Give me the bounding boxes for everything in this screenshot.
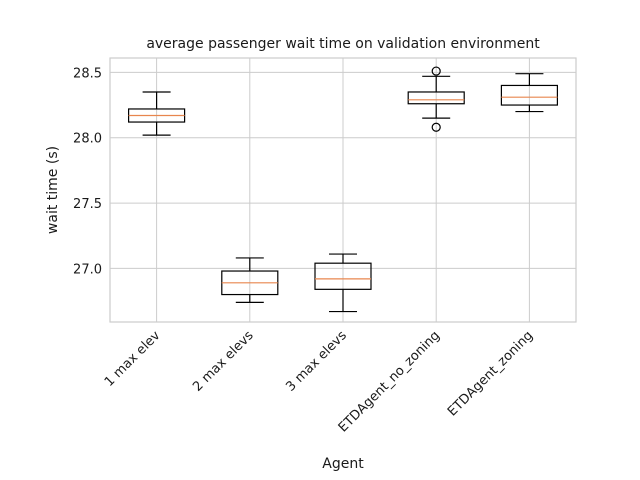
y-tick-label: 28.0: [73, 132, 102, 147]
grid: [110, 58, 576, 322]
y-tick-label: 27.0: [73, 262, 102, 277]
box-iqr: [314, 262, 372, 290]
x-tick-label: ETDAgent_zoning: [445, 328, 536, 419]
boxes: [128, 66, 558, 313]
chart-title: average passenger wait time on validatio…: [146, 36, 540, 52]
box-group: [128, 91, 186, 136]
x-tick-label: 3 max elevs: [283, 328, 350, 395]
box-iqr: [407, 91, 465, 105]
outlier-point: [431, 66, 441, 76]
y-tick-label: 27.5: [73, 197, 102, 212]
x-tick-labels: 1 max elev 2 max elevs 3 max elevsETDAgent…: [102, 328, 536, 436]
y-tick-label: 28.5: [73, 66, 102, 81]
x-tick-label: 2 max elevs: [190, 328, 257, 395]
box-group: [500, 73, 558, 113]
box-group: [221, 257, 279, 303]
box-group: [314, 253, 372, 313]
plot-frame: [109, 57, 577, 323]
x-tick-label: ETDAgent_no_zoning: [336, 328, 443, 435]
x-tick-label: 1 max elev: [102, 328, 164, 390]
y-tick-labels: 27.0 27.5 28.0 28.5: [73, 66, 102, 277]
x-axis-label: Agent: [322, 456, 364, 472]
box-iqr: [500, 84, 558, 106]
outlier-point: [431, 122, 441, 132]
y-axis-label: wait time (s): [45, 146, 61, 234]
box-group: [407, 66, 465, 132]
